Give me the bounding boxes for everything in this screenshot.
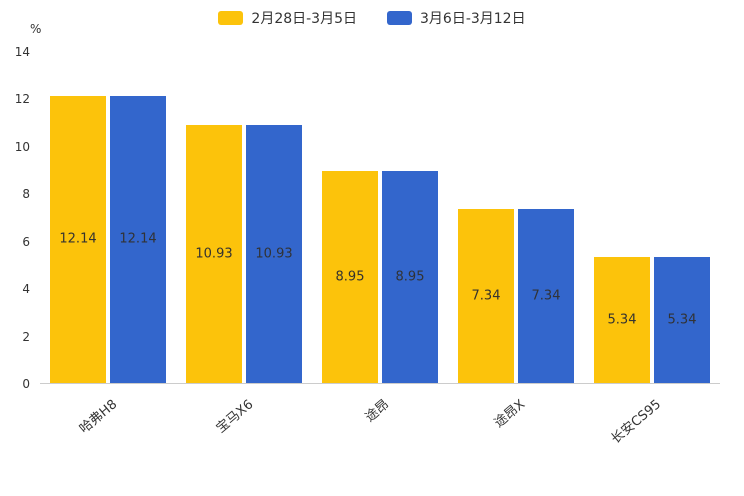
bar: 7.34 [518, 209, 574, 383]
bar-value-label: 12.14 [119, 231, 157, 247]
y-axis-unit-label: % [30, 22, 42, 36]
y-tick-label: 12 [14, 92, 30, 107]
x-axis-label: 途昂 [362, 397, 393, 426]
y-tick-label: 6 [22, 234, 30, 249]
bar-value-label: 10.93 [195, 246, 233, 262]
y-tick-label: 2 [22, 329, 30, 344]
y-tick-label: 8 [22, 187, 30, 202]
x-axis-label: 哈弗H8 [76, 397, 121, 437]
bar: 5.34 [594, 256, 650, 383]
legend-item[interactable]: 2月28日-3月5日 [218, 8, 357, 28]
bar-group: 12.14 12.14 [40, 52, 176, 383]
x-axis-label: 长安CS95 [608, 397, 665, 448]
plot-area: 12.14 12.14 10.93 10.93 8.95 8.95 7.34 7.34 5.34… [40, 52, 720, 384]
bar: 7.34 [458, 209, 514, 383]
bar-value-label: 8.95 [395, 269, 425, 285]
x-axis-label: 宝马X6 [213, 397, 257, 437]
y-tick-label: 0 [22, 377, 30, 391]
y-tick-label: 4 [22, 282, 30, 297]
bar-value-label: 7.34 [531, 288, 561, 304]
bar-group: 7.34 7.34 [448, 52, 584, 383]
legend-label: 3月6日-3月12日 [420, 11, 526, 27]
bar-value-label: 7.34 [471, 288, 501, 304]
bar-value-label: 5.34 [607, 312, 637, 328]
bar-value-label: 5.34 [667, 312, 697, 328]
bar: 10.93 [246, 124, 302, 383]
legend-item[interactable]: 3月6日-3月12日 [387, 8, 526, 28]
bar: 5.34 [654, 256, 710, 383]
x-axis-label: 途昂X [491, 397, 529, 431]
bar: 8.95 [322, 171, 378, 383]
legend-swatch-icon [218, 11, 244, 25]
bar-value-label: 8.95 [335, 269, 365, 285]
bar-value-label: 10.93 [255, 246, 293, 262]
bar: 12.14 [50, 95, 106, 383]
bar: 10.93 [186, 124, 242, 383]
bar-group: 8.95 8.95 [312, 52, 448, 383]
bar-group: 10.93 10.93 [176, 52, 312, 383]
bar-value-label: 12.14 [59, 231, 97, 247]
legend-label: 2月28日-3月5日 [251, 11, 357, 27]
legend: 2月28日-3月5日 3月6日-3月12日 [0, 8, 744, 28]
bar: 12.14 [110, 95, 166, 383]
x-axis: 哈弗H8 宝马X6 途昂 途昂X 长安CS95 [40, 386, 720, 496]
bar-group: 5.34 5.34 [584, 52, 720, 383]
y-tick-label: 14 [14, 45, 30, 59]
y-tick-label: 10 [14, 139, 30, 154]
y-axis: 0 2 4 6 8 10 12 14 [0, 46, 34, 390]
bar: 8.95 [382, 171, 438, 383]
legend-swatch-icon [387, 11, 412, 25]
